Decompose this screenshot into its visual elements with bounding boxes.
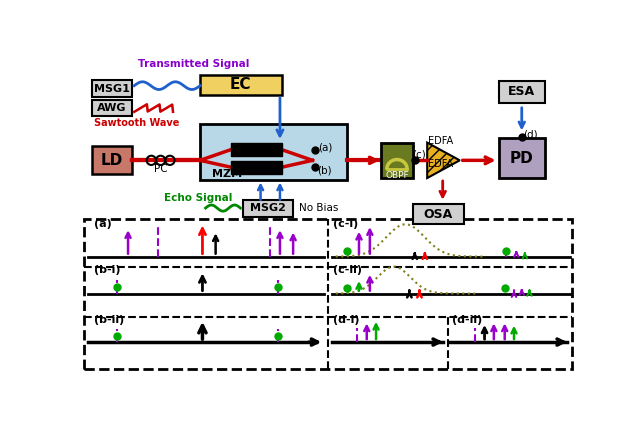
Text: OSA: OSA xyxy=(424,208,452,221)
Text: MZM: MZM xyxy=(212,169,243,179)
Polygon shape xyxy=(428,143,460,178)
Text: (c-ii): (c-ii) xyxy=(333,266,362,275)
Text: (b-ii): (b-ii) xyxy=(94,315,124,325)
Text: ESA: ESA xyxy=(508,85,535,98)
Bar xyxy=(200,75,282,95)
Bar xyxy=(200,124,348,180)
Text: No Bias: No Bias xyxy=(300,203,339,213)
Bar xyxy=(92,147,132,174)
Text: Sawtooth Wave: Sawtooth Wave xyxy=(94,118,179,128)
Bar xyxy=(231,161,282,174)
Text: EDFA: EDFA xyxy=(428,159,453,169)
Text: Echo Signal: Echo Signal xyxy=(164,193,232,203)
Text: MSG2: MSG2 xyxy=(250,203,285,213)
Bar xyxy=(381,143,413,178)
Bar xyxy=(92,99,132,116)
Text: AWG: AWG xyxy=(97,103,127,113)
Text: (c-i): (c-i) xyxy=(333,219,358,229)
Text: (d): (d) xyxy=(523,130,538,140)
Bar xyxy=(231,143,282,156)
Text: (a): (a) xyxy=(94,219,112,229)
Text: (d-ii): (d-ii) xyxy=(452,315,483,325)
Bar xyxy=(84,219,572,369)
Text: EDFA: EDFA xyxy=(428,136,453,146)
Text: (a): (a) xyxy=(317,142,332,152)
Bar xyxy=(92,80,132,97)
Text: (b-i): (b-i) xyxy=(94,266,120,275)
Text: (b): (b) xyxy=(317,165,332,176)
Text: PC: PC xyxy=(154,164,168,174)
Bar xyxy=(499,81,545,102)
Text: OBPF: OBPF xyxy=(385,171,409,180)
Bar xyxy=(499,138,545,178)
Text: (c): (c) xyxy=(413,149,426,159)
Text: LD: LD xyxy=(100,153,123,168)
Bar xyxy=(413,204,463,224)
Text: Transmitted Signal: Transmitted Signal xyxy=(138,59,250,69)
Bar xyxy=(243,200,293,217)
Text: MSG1: MSG1 xyxy=(94,84,130,94)
Text: PD: PD xyxy=(510,150,534,165)
Text: (d-i): (d-i) xyxy=(333,315,360,325)
Text: EC: EC xyxy=(230,77,251,92)
